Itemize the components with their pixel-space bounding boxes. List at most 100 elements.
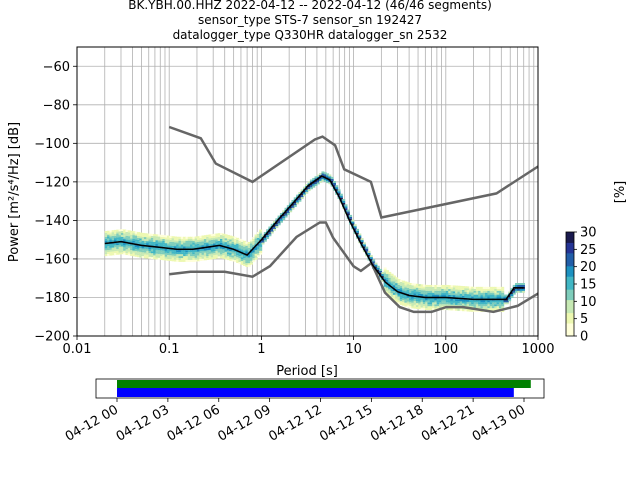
heatmap-cell [243,260,247,263]
heatmap-cell [422,298,426,301]
heatmap-cell [109,245,113,248]
heatmap-cell [395,285,399,288]
heatmap-cell [148,254,152,257]
heatmap-cell [185,259,189,262]
heatmap-cell [427,292,431,295]
colorbar-segment [566,291,574,295]
heatmap-cell [132,254,136,257]
heatmap-cell [404,300,408,303]
heatmap-cell [512,290,516,293]
heatmap-cell [455,289,459,292]
heatmap-cell [519,283,523,286]
heatmap-cell [406,282,410,285]
heatmap-cell [215,239,219,242]
heatmap-cell [379,272,383,275]
heatmap-cell [199,243,203,246]
heatmap-cell [473,286,477,289]
heatmap-cell [438,286,442,289]
heatmap-cell [443,294,447,297]
heatmap-cell [425,286,429,289]
heatmap-cell [157,236,161,239]
heatmap-cell [166,237,170,240]
heatmap-cell [326,175,330,178]
heatmap-cell [321,177,325,180]
heatmap-cell [245,251,249,254]
heatmap-cell [480,292,484,295]
heatmap-cell [201,248,205,251]
heatmap-cell [443,288,447,291]
heatmap-cell [422,286,426,289]
colorbar-segment [566,247,574,251]
heatmap-cell [132,246,136,249]
heatmap-cell [508,297,512,300]
heatmap-cell [183,250,187,253]
heatmap-cell [402,301,406,304]
heatmap-cell [422,307,426,310]
heatmap-cell [111,239,115,242]
heatmap-cell [302,194,306,197]
heatmap-cell [330,176,334,179]
heatmap-cell [284,215,288,218]
colorbar-segment [566,255,574,259]
heatmap-cell [137,232,141,235]
heatmap-cell [270,227,274,230]
heatmap-cell [134,252,138,255]
heatmap-cell [498,296,502,299]
heatmap-cell [169,253,173,256]
heatmap-cell [210,238,214,241]
heatmap-cell [127,230,131,233]
heatmap-cell [192,242,196,245]
heatmap-cell [496,308,500,311]
colorbar-segment [566,271,574,275]
heatmap-cell [245,262,249,265]
heatmap-cell [399,279,403,282]
heatmap-cell [185,246,189,249]
heatmap-cell [277,219,281,222]
heatmap-cell [372,263,376,266]
heatmap-cell [402,290,406,293]
heatmap-cell [139,238,143,241]
heatmap-cell [187,252,191,255]
heatmap-cell [485,306,489,309]
heatmap-cell [346,213,350,216]
heatmap-cell [166,256,170,259]
heatmap-cell [491,292,495,295]
heatmap-cell [220,250,224,253]
heatmap-cell [143,252,147,255]
heatmap-cell [229,237,233,240]
heatmap-cell [206,254,210,257]
heatmap-cell [155,251,159,254]
heatmap-cell [314,183,318,186]
heatmap-cell [213,239,217,242]
heatmap-cell [512,288,516,291]
heatmap-cell [180,256,184,259]
heatmap-cell [411,289,415,292]
heatmap-cell [385,279,389,282]
heatmap-cell [150,241,154,244]
heatmap-cell [109,251,113,254]
heatmap-cell [249,254,253,257]
heatmap-cell [392,294,396,297]
heatmap-cell [422,305,426,308]
heatmap-cell [277,223,281,226]
heatmap-cell [247,243,251,246]
heatmap-cell [473,290,477,293]
heatmap-cell [503,300,507,303]
heatmap-cell [427,290,431,293]
heatmap-cell [187,257,191,260]
heatmap-cell [464,299,468,302]
colorbar-segment [566,258,574,262]
heatmap-cell [176,252,180,255]
heatmap-cell [111,251,115,254]
heatmap-cell [215,250,219,253]
heatmap-cell [512,284,516,287]
heatmap-cell [249,260,253,263]
heatmap-cell [111,237,115,240]
heatmap-cell [399,301,403,304]
heatmap-cell [192,252,196,255]
heatmap-cell [150,233,154,236]
heatmap-cell [137,239,141,242]
heatmap-cell [176,240,180,243]
heatmap-cell [109,240,113,243]
heatmap-cell [521,284,525,287]
